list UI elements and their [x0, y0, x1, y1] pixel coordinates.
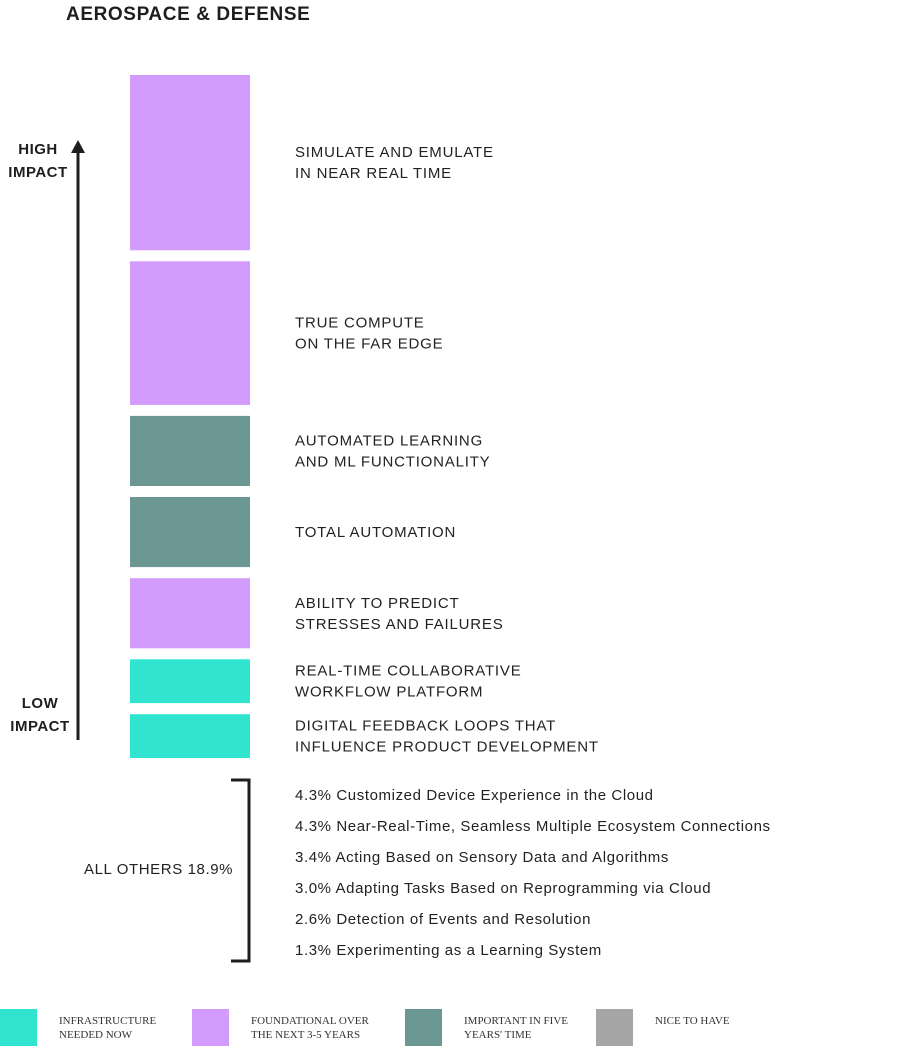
others-bracket — [231, 778, 251, 963]
others-item: 4.3% Customized Device Experience in the… — [295, 787, 654, 804]
bar-label-4: TOTAL AUTOMATION — [295, 524, 456, 541]
bar-3 — [130, 415, 250, 486]
legend-label: NICE TO HAVE — [655, 1015, 730, 1027]
bar-7 — [130, 714, 250, 758]
legend-swatch — [0, 1009, 37, 1046]
others-total-label: ALL OTHERS 18.9% — [84, 861, 234, 878]
bar-6 — [130, 659, 250, 704]
axis-arrow-up-icon — [71, 140, 85, 153]
axis-label-low-line2: IMPACT — [10, 718, 70, 735]
bar-labels-group: SIMULATE AND EMULATE IN NEAR REAL TIME TRU… — [295, 144, 599, 756]
legend-label: IMPORTANT IN FIVE YEARS' TIME — [464, 1015, 568, 1041]
bar-label-5: ABILITY TO PREDICT STRESSES AND FAILURES — [295, 595, 504, 633]
others-list: 4.3% Customized Device Experience in the… — [295, 787, 771, 973]
bar-label-7: DIGITAL FEEDBACK LOOPS THAT INFLUENCE PRO… — [295, 718, 599, 756]
bar-label-1: SIMULATE AND EMULATE IN NEAR REAL TIME — [295, 144, 494, 182]
others-item: 3.0% Adapting Tasks Based on Reprogrammi… — [295, 880, 712, 897]
chart-title: AEROSPACE & DEFENSE — [66, 4, 311, 25]
bar-1 — [130, 75, 250, 251]
legend-swatch — [192, 1009, 229, 1046]
axis-label-low: LOW IMPACT — [0, 692, 80, 738]
impact-chart: SIMULATE AND EMULATE IN NEAR REAL TIME TRU… — [71, 75, 599, 963]
bar-label-3: AUTOMATED LEARNING AND ML FUNCTIONALITY — [295, 433, 490, 471]
others-item: 4.3% Near-Real-Time, Seamless Multiple E… — [295, 818, 771, 835]
legend-swatch — [596, 1009, 633, 1046]
legend: INFRASTRUCTURE NEEDED NOW FOUNDATIONAL O… — [0, 1009, 917, 1047]
others-item: 3.4% Acting Based on Sensory Data and Al… — [295, 849, 670, 866]
legend-swatch — [405, 1009, 442, 1046]
axis-label-high: HIGH IMPACT — [0, 138, 76, 184]
bar-4 — [130, 497, 250, 568]
others-item: 2.6% Detection of Events and Resolution — [295, 911, 592, 928]
bar-label-2: TRUE COMPUTE ON THE FAR EDGE — [295, 315, 443, 353]
others-item: 1.3% Experimenting as a Learning System — [295, 942, 602, 959]
axis-label-high-line1: HIGH — [18, 141, 58, 158]
legend-label: INFRASTRUCTURE NEEDED NOW — [59, 1015, 157, 1041]
axis-label-high-line2: IMPACT — [8, 164, 68, 181]
legend-label: FOUNDATIONAL OVER THE NEXT 3-5 YEARS — [251, 1015, 369, 1041]
bar-5 — [130, 578, 250, 649]
axis-label-low-line1: LOW — [21, 695, 59, 712]
bar-2 — [130, 261, 250, 405]
bars-group — [130, 75, 250, 758]
bar-label-6: REAL-TIME COLLABORATIVE WORKFLOW PLATFORM — [295, 663, 522, 701]
impact-axis — [71, 140, 85, 740]
